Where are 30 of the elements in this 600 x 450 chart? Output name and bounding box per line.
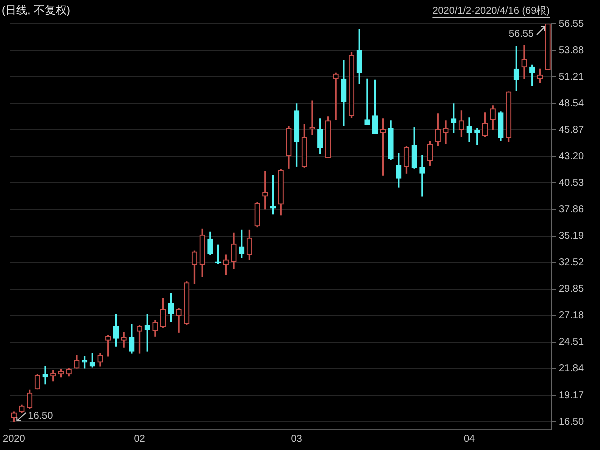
y-tick-label: 16.50 <box>559 416 584 428</box>
y-tick-label: 27.18 <box>559 310 584 322</box>
annotation: 16.50 <box>28 410 54 422</box>
y-tick-label: 56.55 <box>559 18 584 30</box>
y-tick-label: 40.53 <box>559 178 584 189</box>
candlestick <box>420 155 426 197</box>
y-tick-label: 48.54 <box>559 98 584 110</box>
y-tick-label: 32.52 <box>559 258 584 269</box>
x-tick-label: 04 <box>464 434 476 445</box>
x-tick-label: 03 <box>291 434 303 445</box>
y-tick-label: 37.86 <box>559 204 584 216</box>
chart-subtitle: 2020/1/2-2020/4/16 (69根) <box>432 4 550 17</box>
candlestick <box>443 120 449 144</box>
y-tick-label: 29.85 <box>559 284 584 296</box>
y-tick-label: 24.51 <box>559 337 584 348</box>
annotation: 56.55 <box>508 28 534 40</box>
candlestick <box>522 45 528 80</box>
candlestick <box>333 72 339 120</box>
y-tick-label: 43.20 <box>559 151 584 162</box>
x-tick-label: 2020 <box>3 434 26 445</box>
y-tick-label: 51.21 <box>559 72 584 83</box>
candlestick <box>42 366 48 385</box>
y-tick-label: 53.88 <box>559 45 584 56</box>
chart-title: (日线, 不复权) <box>2 4 70 18</box>
y-tick-label: 19.17 <box>559 390 584 402</box>
y-tick-label: 45.87 <box>559 124 584 136</box>
x-tick-label: 02 <box>134 434 146 445</box>
y-tick-label: 35.19 <box>559 231 584 242</box>
y-tick-label: 21.84 <box>559 364 584 375</box>
candlestick <box>364 78 370 126</box>
